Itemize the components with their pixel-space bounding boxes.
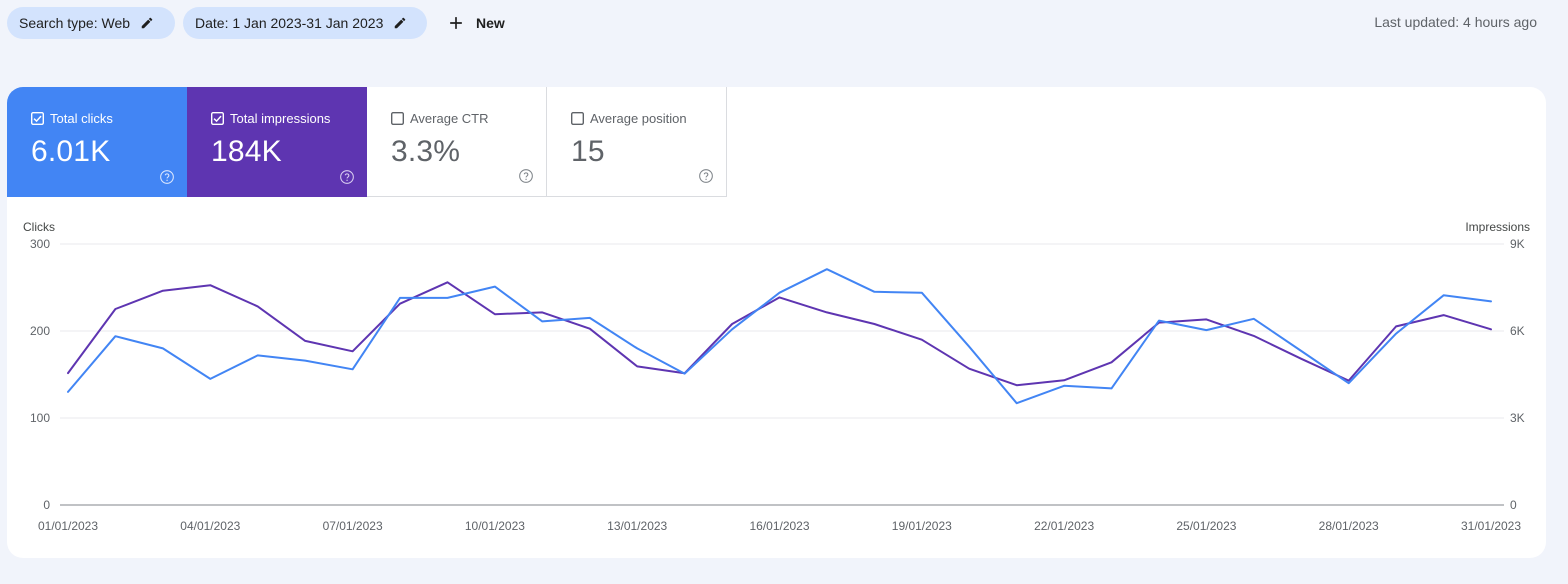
metric-value: 6.01K (31, 135, 111, 168)
new-filter-label: New (476, 15, 505, 31)
edit-pencil-icon (395, 17, 406, 29)
x-axis-tick-label: 10/01/2023 (465, 519, 525, 533)
x-axis-tick-label: 31/01/2023 (1461, 519, 1521, 533)
metric-label: Average CTR (410, 111, 489, 126)
x-axis-tick-label: 13/01/2023 (607, 519, 667, 533)
last-updated-text: Last updated: 4 hours ago (1374, 14, 1537, 30)
x-axis-tick-label: 22/01/2023 (1034, 519, 1094, 533)
checkbox-unchecked-icon[interactable] (391, 112, 404, 125)
metric-label: Total clicks (50, 111, 113, 126)
impressions-series-line (67, 281, 1492, 387)
clicks-series-line (67, 268, 1492, 405)
left-axis-tick-label: 300 (30, 237, 50, 251)
metric-average-ctr[interactable]: Average CTR 3.3% (367, 87, 547, 197)
help-icon[interactable] (698, 168, 714, 184)
right-axis-tick-label: 9K (1510, 237, 1525, 251)
left-axis-title: Clicks (23, 220, 55, 234)
x-axis-tick-label: 19/01/2023 (892, 519, 952, 533)
metric-total-clicks[interactable]: Total clicks 6.01K (7, 87, 187, 197)
right-axis-tick-label: 3K (1510, 411, 1525, 425)
x-axis-tick-label: 28/01/2023 (1319, 519, 1379, 533)
performance-chart-svg: Clicks Impressions 0 0 100 3K 200 6K 300 9K 01/01/… (23, 220, 1530, 533)
metric-total-impressions[interactable]: Total impressions 184K (187, 87, 367, 197)
checkbox-checked-icon[interactable] (31, 112, 44, 125)
performance-card: Clicks Impressions 0 0 100 3K 200 6K 300 9K 01/01/… (7, 87, 1546, 558)
metric-average-position[interactable]: Average position 15 (547, 87, 727, 197)
right-axis-tick-label: 0 (1510, 498, 1517, 512)
left-axis-tick-label: 0 (43, 498, 50, 512)
right-axis-title: Impressions (1465, 220, 1530, 234)
edit-pencil-icon (141, 17, 153, 29)
help-icon[interactable] (159, 169, 175, 185)
search-type-chip[interactable]: Search type: Web (7, 7, 175, 39)
metric-value: 3.3% (391, 135, 461, 168)
search-type-label: Search type: Web (19, 15, 131, 31)
metric-value: 184K (211, 135, 282, 168)
x-axis-tick-label: 01/01/2023 (38, 519, 98, 533)
filter-bar: Search type: Web Date: 1 Jan 2023-31 Jan… (0, 0, 1568, 46)
x-axis-tick-label: 16/01/2023 (749, 519, 809, 533)
left-axis-tick-label: 200 (30, 324, 50, 338)
metric-label: Total impressions (230, 111, 331, 126)
right-axis-tick-label: 6K (1510, 324, 1525, 338)
date-range-chip[interactable]: Date: 1 Jan 2023-31 Jan 2023 (183, 7, 427, 39)
left-axis-tick-label: 100 (30, 411, 50, 425)
metric-label: Average position (590, 111, 687, 126)
help-icon[interactable] (339, 169, 355, 185)
metric-value: 15 (571, 135, 605, 168)
help-icon[interactable] (518, 168, 534, 184)
new-filter-button[interactable]: New (440, 7, 505, 39)
x-axis-tick-label: 25/01/2023 (1176, 519, 1236, 533)
date-range-label: Date: 1 Jan 2023-31 Jan 2023 (195, 15, 384, 31)
x-axis-tick-label: 04/01/2023 (180, 519, 240, 533)
performance-chart: Clicks Impressions 0 0 100 3K 200 6K 300 9K 01/01/… (7, 87, 1546, 558)
x-axis-tick-label: 07/01/2023 (323, 519, 383, 533)
checkbox-unchecked-icon[interactable] (571, 112, 584, 125)
checkbox-checked-icon[interactable] (211, 112, 224, 125)
plus-icon (450, 17, 462, 29)
